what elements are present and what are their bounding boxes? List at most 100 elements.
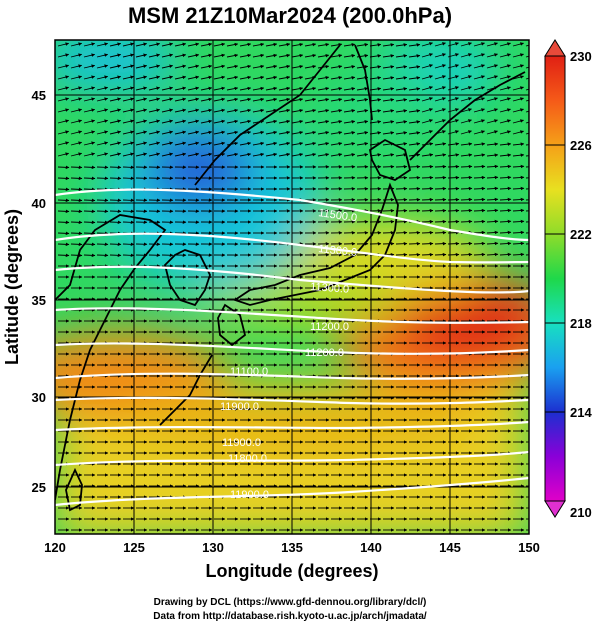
contour-line xyxy=(55,396,529,405)
wind-vector xyxy=(356,87,369,91)
coast-russia-east xyxy=(194,44,341,186)
wind-vector xyxy=(96,119,109,124)
wind-vector xyxy=(486,164,499,169)
colorbar-bar xyxy=(544,55,566,502)
wind-vector xyxy=(447,53,459,58)
wind-vector xyxy=(460,42,472,47)
wind-vector xyxy=(421,186,434,191)
wind-vector xyxy=(447,164,460,169)
wind-vector xyxy=(83,209,96,214)
wind-vector xyxy=(382,120,395,124)
wind-vector xyxy=(161,119,174,124)
wind-vector xyxy=(317,141,330,146)
wind-vector xyxy=(226,42,239,47)
wind-vector xyxy=(512,142,525,146)
field-nw-cyan xyxy=(55,40,180,90)
wind-vector xyxy=(395,153,408,157)
wind-vector xyxy=(96,42,109,47)
wind-vector xyxy=(187,97,200,102)
wind-vector xyxy=(499,164,512,169)
wind-vector xyxy=(434,208,447,213)
wind-vector xyxy=(486,153,499,157)
wind-vector xyxy=(57,53,70,58)
wind-vector xyxy=(57,242,70,247)
wind-vector xyxy=(486,230,499,235)
wind-vector xyxy=(330,152,343,157)
wind-vector xyxy=(187,152,200,157)
plot-frame xyxy=(54,39,530,535)
wind-vector xyxy=(174,108,187,113)
colorbar-label: 230 xyxy=(570,49,592,64)
wind-vector xyxy=(499,208,512,213)
field-blue-core xyxy=(145,130,255,210)
wind-vector xyxy=(499,119,511,124)
wind-vector xyxy=(122,53,135,58)
wind-vector xyxy=(213,42,226,47)
wind-vector xyxy=(161,141,174,146)
wind-vector xyxy=(57,42,70,47)
wind-vector xyxy=(525,243,529,245)
wind-vector xyxy=(343,109,356,113)
wind-vector xyxy=(304,53,317,58)
wind-vector xyxy=(343,98,356,102)
wind-vector xyxy=(343,54,356,58)
wind-vector xyxy=(395,109,408,113)
wind-vector xyxy=(512,130,524,135)
wind-vector xyxy=(161,42,174,47)
wind-vector xyxy=(395,131,408,135)
wind-vector xyxy=(460,108,472,113)
wind-vector xyxy=(408,109,421,113)
wind-vector xyxy=(473,86,485,91)
wind-vector xyxy=(512,164,525,169)
wind-vector xyxy=(57,176,70,181)
wind-vector xyxy=(460,208,473,213)
wind-vector xyxy=(369,120,382,124)
wind-vector xyxy=(499,230,512,235)
wind-vector xyxy=(122,97,135,102)
wind-vector xyxy=(83,253,96,258)
wind-vector xyxy=(421,252,434,257)
wind-vector xyxy=(382,87,395,91)
wind-vector xyxy=(83,187,96,192)
wind-vector xyxy=(213,119,226,124)
wind-vector xyxy=(447,186,460,191)
coast-kuril xyxy=(409,71,526,161)
chart-title: MSM 21Z10Mar2024 (200.0hPa) xyxy=(128,3,452,28)
wind-vector xyxy=(382,43,395,47)
wind-vector xyxy=(447,153,460,157)
wind-vector xyxy=(109,108,122,113)
wind-vector xyxy=(200,119,213,124)
wind-vector xyxy=(343,87,356,91)
wind-vector xyxy=(70,119,83,124)
height-contours xyxy=(55,188,529,507)
wind-vector xyxy=(213,53,226,58)
wind-vector xyxy=(317,108,330,113)
wind-vector xyxy=(304,42,317,47)
wind-vector xyxy=(148,141,161,146)
wind-vector xyxy=(343,120,356,124)
wind-vector xyxy=(291,53,304,58)
wind-vector xyxy=(473,230,486,235)
wind-vector xyxy=(421,119,433,124)
wind-vectors xyxy=(57,42,529,532)
wind-vector xyxy=(330,86,343,91)
wind-vector xyxy=(473,252,486,257)
wind-vector xyxy=(447,86,459,91)
wind-vector xyxy=(356,142,369,146)
wind-vector xyxy=(382,76,395,80)
wind-vector xyxy=(395,76,408,80)
wind-vector xyxy=(512,86,524,91)
wind-vector xyxy=(265,86,278,91)
wind-vector xyxy=(382,65,395,69)
wind-vector xyxy=(278,53,291,58)
wind-vector xyxy=(278,42,291,47)
wind-vector xyxy=(226,75,239,80)
wind-vector xyxy=(135,53,148,58)
wind-vector xyxy=(460,197,473,202)
contour-label: 11900.0 xyxy=(230,489,269,501)
wind-vector xyxy=(239,53,252,58)
wind-vector xyxy=(486,64,498,69)
contour-label: 11900.0 xyxy=(222,437,261,449)
wind-vector xyxy=(70,253,83,258)
wind-vector xyxy=(408,87,421,91)
